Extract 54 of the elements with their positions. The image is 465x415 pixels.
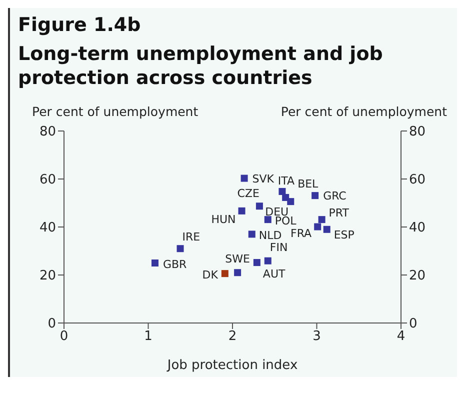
point <box>234 269 242 276</box>
annotation: ESP <box>334 228 355 242</box>
y-tick-label: 0 <box>48 316 56 332</box>
y2-tick-label: 40 <box>409 220 426 236</box>
annotation: GRC <box>323 190 347 203</box>
point <box>314 223 322 230</box>
y-tick-label: 40 <box>39 220 56 236</box>
annotation: CZE <box>237 187 260 200</box>
x-axis-title: Job protection index <box>166 358 298 373</box>
annotation: DK <box>202 268 219 282</box>
point <box>240 174 248 182</box>
x-tick-label: 3 <box>312 329 321 344</box>
point <box>248 230 256 238</box>
annotation: HUN <box>211 212 236 226</box>
annotation: FIN <box>270 240 288 254</box>
point <box>287 198 294 206</box>
point <box>278 188 286 195</box>
y2-tick-label: 20 <box>409 268 426 284</box>
x-tick-label: 4 <box>396 329 406 344</box>
annotation: PRT <box>328 206 350 220</box>
annotation: POL <box>274 214 298 228</box>
y-axis-title: Per cent of unemployment <box>32 104 198 119</box>
chart-title: Figure 1.4b <box>17 13 142 38</box>
point <box>256 202 263 210</box>
point <box>318 216 326 224</box>
y-tick-label: 60 <box>39 172 56 188</box>
point <box>238 207 246 214</box>
point <box>151 260 158 266</box>
annotation: SVK <box>252 172 275 186</box>
point <box>323 226 330 233</box>
x-tick-label: 2 <box>228 329 237 344</box>
y2-tick-label: 80 <box>409 124 426 140</box>
y-tick-label: 80 <box>39 124 56 140</box>
annotation: SWE <box>225 252 250 266</box>
point <box>253 259 260 266</box>
annotation: NLD <box>258 229 282 242</box>
annotation: FRA <box>290 226 312 240</box>
annotation: BEL <box>298 177 320 190</box>
point <box>312 192 319 200</box>
annotation: AUT <box>262 268 286 281</box>
y-tick-label: 20 <box>39 268 56 284</box>
annotation: IRE <box>182 230 200 244</box>
point <box>221 270 228 278</box>
annotation: GBR <box>162 258 188 271</box>
y2-tick-label: 0 <box>409 316 418 332</box>
y2-tick-label: 60 <box>409 172 426 188</box>
point <box>264 257 272 264</box>
chart-subtitle: Long-term unemployment and job protection across countries <box>17 42 384 91</box>
point <box>264 216 272 224</box>
point <box>176 245 184 252</box>
y2-axis-title: Per cent of unemployment <box>280 104 447 119</box>
x-tick-label: 0 <box>60 329 68 344</box>
x-tick-label: 1 <box>144 329 152 344</box>
annotation: ITA <box>278 174 295 188</box>
